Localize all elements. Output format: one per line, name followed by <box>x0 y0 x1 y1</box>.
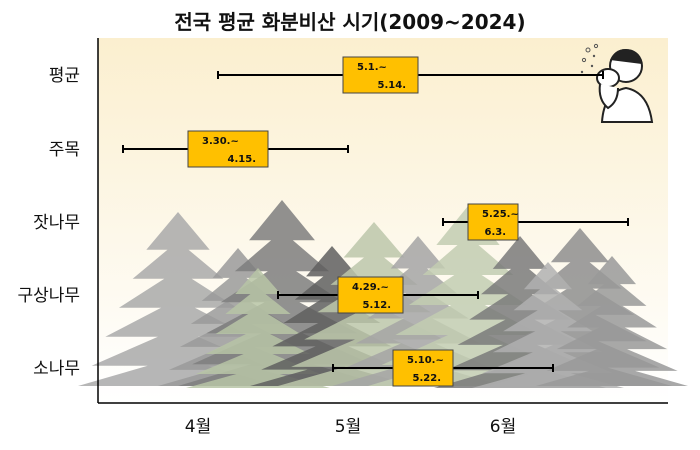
peak-start-label: 5.25.~ <box>482 209 519 220</box>
peak-period-box <box>187 130 269 168</box>
peak-period-box <box>392 349 454 387</box>
x-tick-label: 5월 <box>335 417 361 437</box>
peak-end-label: 5.22. <box>413 373 441 384</box>
chart-title: 전국 평균 화분비산 시기(2009~2024) <box>174 10 526 34</box>
pine-tree <box>332 236 504 386</box>
peak-start-label: 4.29.~ <box>352 282 389 293</box>
category-label: 주목 <box>49 140 80 160</box>
peak-end-label: 5.12. <box>363 300 391 311</box>
x-tick-label: 4월 <box>185 417 211 437</box>
peak-end-label: 5.14. <box>378 80 406 91</box>
category-label: 소나무 <box>33 359 80 379</box>
category-label: 잣나무 <box>33 213 80 233</box>
pine-tree <box>472 262 624 388</box>
peak-period-box <box>342 56 419 94</box>
peak-period-box <box>467 203 519 241</box>
pine-tree <box>78 212 278 386</box>
pine-tree <box>434 236 606 388</box>
peak-end-label: 6.3. <box>484 227 506 238</box>
peak-start-label: 5.10.~ <box>407 355 444 366</box>
pine-tree <box>250 246 414 386</box>
pine-tree <box>186 268 330 388</box>
x-tick-label: 6월 <box>490 417 516 437</box>
peak-start-label: 3.30.~ <box>202 136 239 147</box>
peak-end-label: 4.15. <box>228 154 256 165</box>
category-label: 구상나무 <box>17 286 80 306</box>
peak-period-box <box>337 276 404 314</box>
pine-tree <box>178 200 386 386</box>
pine-tree <box>488 228 672 386</box>
pine-tree <box>536 256 688 386</box>
sneezing-person-illustration <box>580 43 654 123</box>
peak-start-label: 5.1.~ <box>357 62 387 73</box>
category-label: 평균 <box>49 66 80 86</box>
